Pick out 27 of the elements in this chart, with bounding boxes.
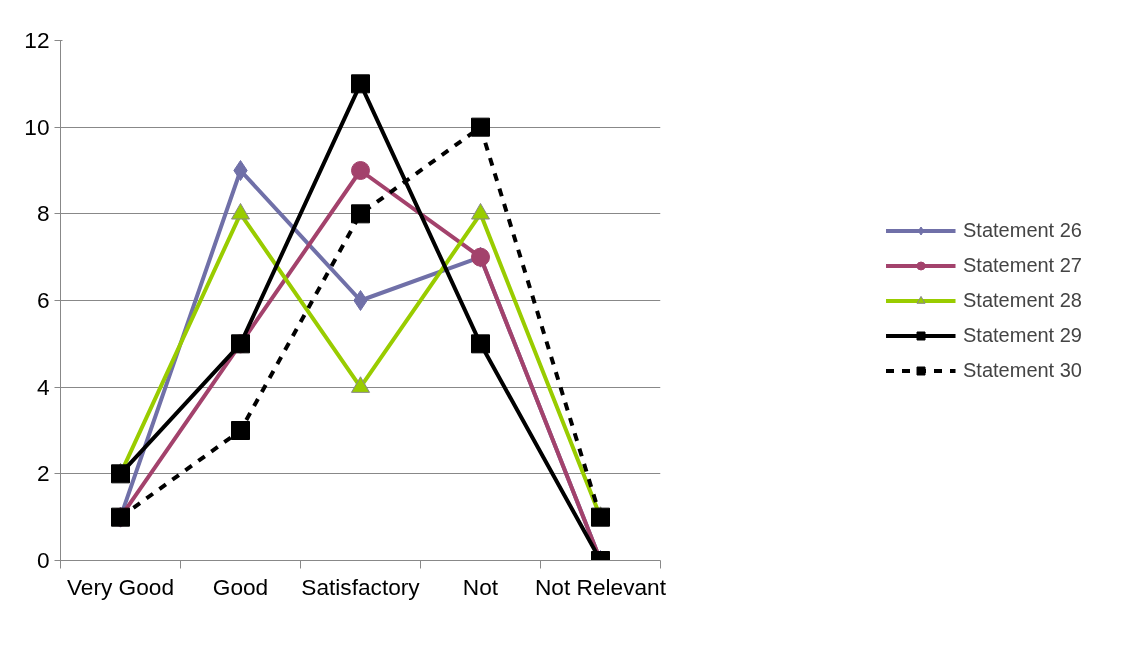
legend-label: Statement 26 bbox=[963, 218, 1082, 242]
x-tick-label: Satisfactory bbox=[301, 573, 421, 600]
point bbox=[471, 334, 490, 354]
x-tick-label: Not bbox=[462, 573, 499, 600]
x-tick-label: Not Relevant bbox=[535, 573, 667, 600]
point bbox=[471, 117, 490, 137]
y-tick-label: 0 bbox=[36, 547, 50, 573]
y-tick-label: 10 bbox=[24, 113, 50, 140]
y-tick-label: 4 bbox=[36, 373, 50, 400]
point bbox=[351, 161, 370, 180]
point bbox=[111, 464, 130, 484]
x-tick-label: Good bbox=[212, 573, 269, 600]
point bbox=[231, 421, 250, 440]
legend-label: Statement 29 bbox=[963, 323, 1082, 347]
y-tick-label: 8 bbox=[36, 200, 50, 227]
x-tick-label: Very Good bbox=[66, 573, 175, 600]
point bbox=[351, 74, 370, 94]
point bbox=[591, 507, 610, 527]
point bbox=[351, 204, 370, 224]
y-tick-label: 2 bbox=[36, 460, 50, 487]
legend-label: Statement 28 bbox=[963, 288, 1082, 312]
point bbox=[233, 160, 248, 181]
legend-label: Statement 27 bbox=[963, 253, 1082, 277]
y-tick-label: 12 bbox=[24, 27, 50, 53]
y-tick-label: 6 bbox=[36, 287, 50, 313]
point bbox=[353, 290, 368, 311]
legend-label: Statement 30 bbox=[963, 358, 1082, 382]
